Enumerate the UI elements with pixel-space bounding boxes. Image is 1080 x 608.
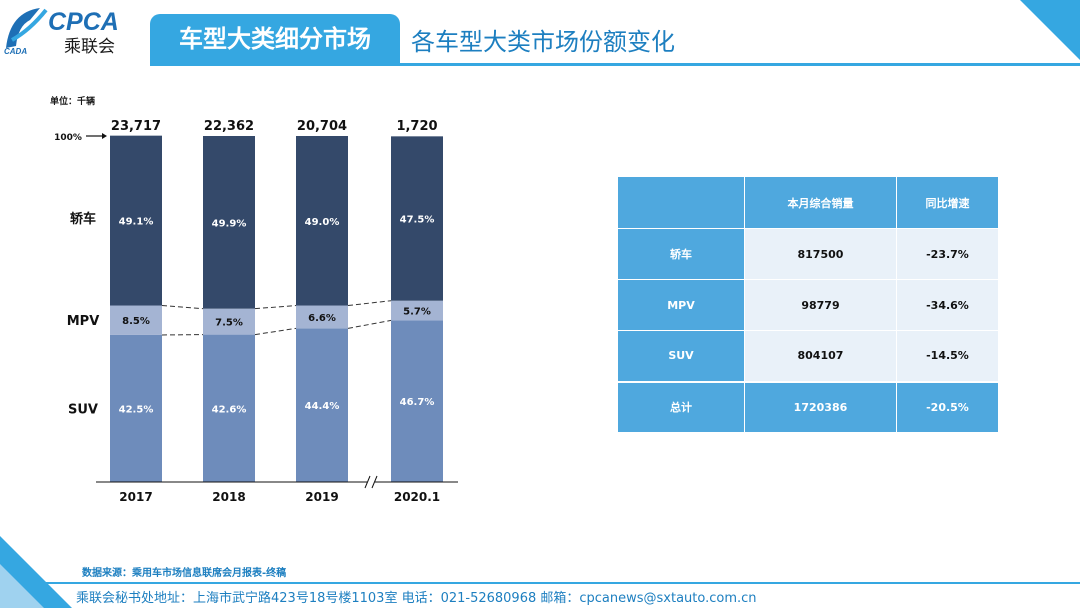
cpca-logo: CPCA 乘联会 CADA: [4, 8, 119, 57]
connector-line: [254, 305, 297, 310]
row-growth: -14.5%: [895, 330, 1000, 382]
bar-SUV-2019: [296, 328, 348, 482]
top-percent-arrow-head: [102, 133, 107, 139]
row-label: 轿车: [617, 228, 745, 280]
table-header-row: 本月综合销量 同比增速: [617, 176, 1000, 229]
table-row: SUV 804107 -14.5%: [617, 330, 1000, 382]
bar-MPV-2020.1: [391, 300, 443, 321]
data-label-MPV-2020.1: 5.7%: [403, 307, 431, 318]
axis-break-mark: [371, 475, 378, 489]
axis-break-gap: [367, 476, 375, 488]
corner-triangle-bottom-left-light: [0, 564, 44, 608]
data-label-MPV-2018: 7.5%: [215, 318, 243, 329]
row-sales: 98779: [744, 279, 897, 331]
bar-MPV-2017: [110, 305, 162, 335]
data-label-SUV-2017: 42.5%: [119, 404, 154, 415]
chart-unit-label: 单位：千辆: [50, 97, 96, 107]
total-label-2020.1: 1,720: [396, 119, 437, 134]
row-label: SUV: [617, 330, 745, 382]
bar-SUV-2018: [203, 334, 255, 482]
logo-cpca-text: CPCA: [48, 8, 119, 36]
table-row: 轿车 817500 -23.7%: [617, 228, 1000, 280]
connector-line: [161, 305, 204, 310]
total-label-2019: 20,704: [297, 119, 347, 134]
bar-MPV-2018: [203, 308, 255, 335]
logo-small-text: CADA: [4, 47, 27, 56]
total-sales: 1720386: [744, 380, 897, 433]
row-sales: 817500: [744, 228, 897, 280]
bar-轿车-2020.1: [391, 136, 443, 301]
page-title: 车型大类细分市场: [150, 14, 400, 64]
data-label-轿车-2019: 49.0%: [305, 217, 340, 228]
row-growth: -34.6%: [895, 279, 1000, 331]
slide-header: CPCA 乘联会 CADA 车型大类细分市场 各车型大类市场份额变化: [0, 0, 1080, 66]
table-total-row: 总计 1720386 -20.5%: [617, 380, 1000, 433]
market-share-chart: 42.5% 8.5% 49.1% 42.6% 7.5% 49.9% 44.4% 6.6% 49.…: [54, 119, 458, 504]
data-label-SUV-2019: 44.4%: [305, 401, 340, 412]
row-sales: 804107: [744, 330, 897, 382]
connector-line: [347, 319, 392, 329]
table-header-growth: 同比增速: [895, 176, 1000, 229]
row-growth: -23.7%: [895, 228, 1000, 280]
total-growth: -20.5%: [895, 380, 1000, 433]
total-label: 总计: [617, 380, 745, 433]
data-label-SUV-2018: 42.6%: [212, 404, 247, 415]
bar-轿车-2019: [296, 136, 348, 306]
connector-line: [347, 300, 392, 307]
data-label-轿车-2018: 49.9%: [212, 218, 247, 229]
data-label-MPV-2019: 6.6%: [308, 313, 336, 324]
series-label-SUV: SUV: [68, 402, 98, 417]
axis-break-mark: [364, 475, 371, 489]
header-divider: [150, 63, 1080, 66]
sales-table: 本月综合销量 同比增速 轿车 817500 -23.7% MPV 98779 -…: [617, 176, 1000, 433]
x-tick-label-2018: 2018: [212, 490, 245, 504]
x-tick-label-2020.1: 2020.1: [394, 490, 440, 504]
bar-轿车-2018: [203, 136, 255, 309]
total-label-2017: 23,717: [111, 119, 161, 134]
data-label-MPV-2017: 8.5%: [122, 316, 150, 327]
table-header-sales: 本月综合销量: [744, 176, 897, 229]
data-source-note: 数据来源：乘用车市场信息联席会月报表-终稿: [82, 568, 287, 579]
series-label-MPV: MPV: [67, 314, 100, 329]
top-percent-label: 100%: [54, 133, 82, 143]
data-label-SUV-2020.1: 46.7%: [400, 397, 435, 408]
data-label-轿车-2017: 49.1%: [119, 217, 154, 228]
footer-contact: 乘联会秘书处地址：上海市武宁路423号18号楼1103室 电话：021-5268…: [76, 591, 757, 606]
logo-chinese-text: 乘联会: [64, 37, 115, 57]
x-tick-label-2019: 2019: [305, 490, 338, 504]
bar-MPV-2019: [296, 305, 348, 329]
row-label: MPV: [617, 279, 745, 331]
corner-triangle-top-right: [1020, 0, 1080, 60]
table-row: MPV 98779 -34.6%: [617, 279, 1000, 331]
data-label-轿车-2020.1: 47.5%: [400, 215, 435, 226]
page-subtitle: 各车型大类市场份额变化: [411, 28, 675, 56]
total-label-2018: 22,362: [204, 119, 254, 134]
x-tick-label-2017: 2017: [119, 490, 152, 504]
series-label-轿车: 轿车: [70, 211, 96, 227]
bar-轿车-2017: [110, 135, 162, 306]
footer-divider: [0, 582, 1080, 584]
table-header-blank: [617, 176, 745, 229]
connector-line: [254, 327, 297, 336]
bar-SUV-2017: [110, 334, 162, 482]
bar-SUV-2020.1: [391, 320, 443, 482]
